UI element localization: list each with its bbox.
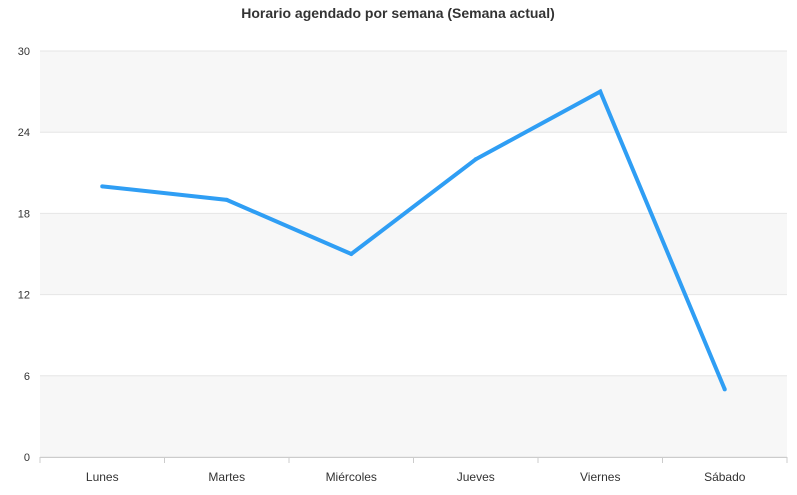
plot-background-bands [40,51,787,457]
plot-band [40,132,787,214]
y-tick-label: 24 [18,127,30,139]
y-tick-label: 6 [24,371,30,383]
data-point[interactable] [722,387,727,392]
data-point[interactable] [224,197,229,202]
series-layer [100,88,727,392]
plot-band [40,375,787,457]
x-tick-label: Sábado [704,470,746,484]
x-tick-label: Miércoles [326,470,377,484]
x-axis [39,457,788,463]
series-line [102,88,727,391]
y-tick-label: 30 [18,46,30,58]
data-point[interactable] [598,89,603,94]
y-tick-label: 12 [18,290,30,302]
x-tick-label: Viernes [580,470,620,484]
data-point[interactable] [473,157,478,162]
y-tick-label: 0 [24,452,30,464]
chart-title: Horario agendado por semana (Semana actu… [241,5,555,21]
plot-band [40,294,787,376]
plot-band [40,213,787,295]
x-tick-label: Martes [208,470,245,484]
y-tick-label: 18 [18,208,30,220]
x-tick-label: Jueves [457,470,495,484]
tick-labels: 0 6 12 18 24 30 Lunes Martes Miércoles Jueves Vier… [18,46,746,484]
plot-band [40,51,787,133]
x-tick-label: Lunes [86,470,119,484]
data-point[interactable] [349,252,354,256]
data-point[interactable] [100,184,105,189]
